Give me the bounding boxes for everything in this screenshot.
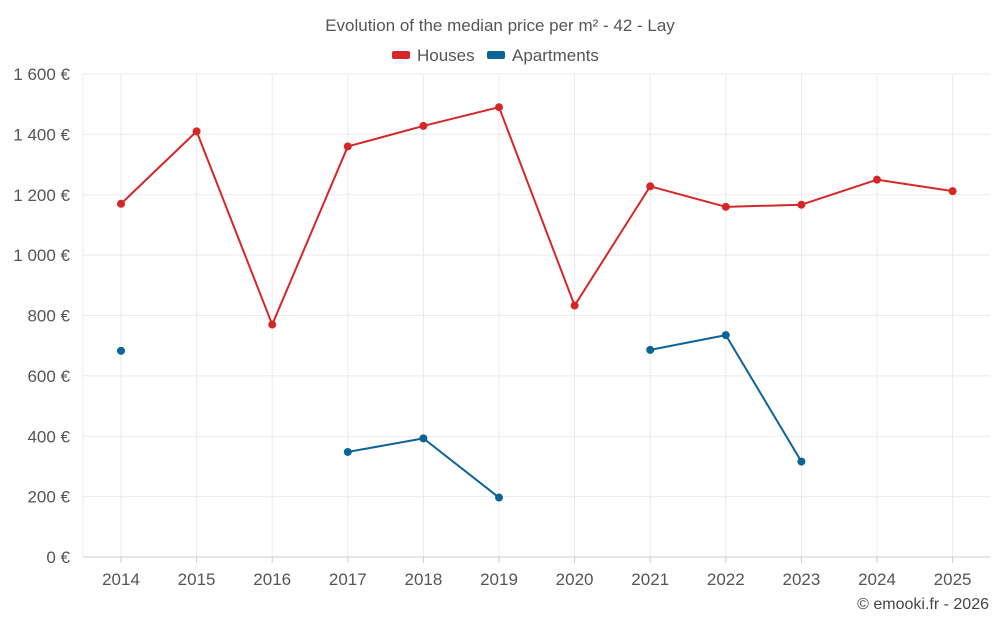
y-tick-label: 1 200 € xyxy=(13,186,70,205)
apartments-legend-label: Apartments xyxy=(512,46,599,65)
y-tick-label: 1 400 € xyxy=(13,125,70,144)
apartments-point xyxy=(797,457,806,466)
houses-series xyxy=(117,103,957,329)
legend: Houses Apartments xyxy=(392,46,599,65)
x-tick-label: 2014 xyxy=(102,570,140,589)
houses-point xyxy=(948,187,957,196)
apartments-point xyxy=(721,331,730,340)
apartments-point xyxy=(646,345,655,354)
x-tick-label: 2020 xyxy=(556,570,594,589)
chart-title: Evolution of the median price per m² - 4… xyxy=(325,16,675,35)
x-tick-label: 2015 xyxy=(178,570,216,589)
x-tick-label: 2025 xyxy=(934,570,972,589)
x-tick-label: 2021 xyxy=(631,570,669,589)
houses-point xyxy=(419,121,428,130)
apartments-point xyxy=(117,346,125,355)
x-tick-label: 2016 xyxy=(253,570,291,589)
x-tick-label: 2023 xyxy=(782,570,820,589)
x-tick-label: 2022 xyxy=(707,570,745,589)
houses-legend-label: Houses xyxy=(417,46,475,65)
x-tick-label: 2018 xyxy=(404,570,442,589)
houses-point xyxy=(646,182,655,191)
apartments-point xyxy=(495,493,503,502)
axes: 0 € 200 € 400 € 600 € 800 € 1 000 € 1 200 € 1 4… xyxy=(13,65,990,589)
houses-point xyxy=(797,200,806,209)
apartments-legend-swatch xyxy=(487,51,505,59)
apartments-point xyxy=(419,434,428,443)
houses-point xyxy=(268,320,277,329)
houses-point xyxy=(721,202,730,211)
houses-point xyxy=(192,127,201,136)
y-tick-label: 400 € xyxy=(27,427,70,446)
credit-text: © emooki.fr - 2026 xyxy=(857,596,989,613)
y-tick-label: 1 600 € xyxy=(13,65,70,84)
x-tick-label: 2017 xyxy=(329,570,367,589)
series-layer xyxy=(117,103,957,502)
y-tick-label: 0 € xyxy=(46,548,70,567)
houses-point xyxy=(495,103,503,112)
houses-point xyxy=(117,199,125,208)
x-tick-label: 2024 xyxy=(858,570,896,589)
houses-point xyxy=(343,142,352,151)
houses-point xyxy=(873,175,881,184)
y-tick-label: 200 € xyxy=(27,488,70,507)
gridlines xyxy=(82,73,990,557)
y-tick-label: 800 € xyxy=(27,307,70,326)
y-tick-label: 1 000 € xyxy=(13,246,70,265)
houses-line xyxy=(120,106,953,326)
apartments-point xyxy=(343,447,352,456)
y-tick-label: 600 € xyxy=(27,367,70,386)
houses-point xyxy=(570,301,579,310)
x-tick-label: 2019 xyxy=(480,570,518,589)
houses-legend-swatch xyxy=(392,51,410,59)
apartments-series xyxy=(117,331,806,502)
